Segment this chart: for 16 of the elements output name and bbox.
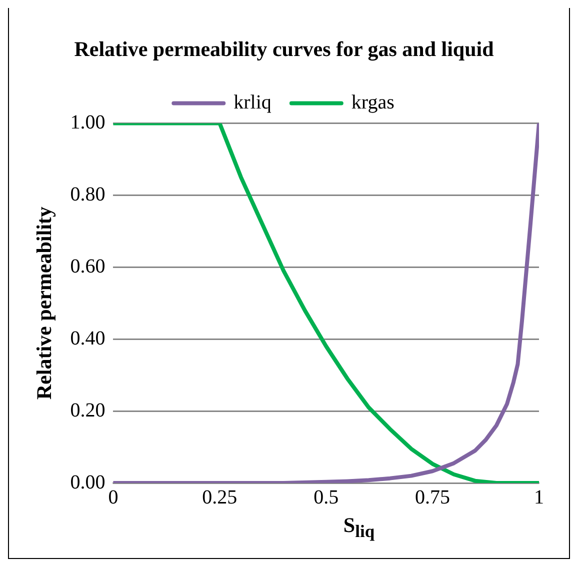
x-tick-label: 0.25: [202, 486, 238, 508]
y-tick-label: 1.00: [70, 111, 106, 134]
x-tick-label: 0.75: [415, 486, 450, 508]
y-tick-label: 0.40: [70, 327, 106, 350]
y-axis-title: Relative permeability: [32, 206, 56, 400]
y-tick-label: 0.60: [70, 255, 106, 278]
x-axis-title: S$_{liq}$: [342, 513, 376, 542]
y-tick-label: 0.80: [70, 183, 106, 206]
x-tick-label: 0.5: [314, 486, 339, 508]
x-tick-label: 0: [108, 486, 118, 508]
legend-label: krgas: [351, 91, 395, 114]
chart-title: Relative permeability curves for gas and liquid: [74, 37, 494, 62]
y-tick-label: 0.20: [70, 399, 106, 422]
y-tick-label: 0.00: [70, 471, 106, 494]
x-tick-label: 1: [534, 486, 544, 508]
legend-label: krliq: [234, 91, 272, 114]
